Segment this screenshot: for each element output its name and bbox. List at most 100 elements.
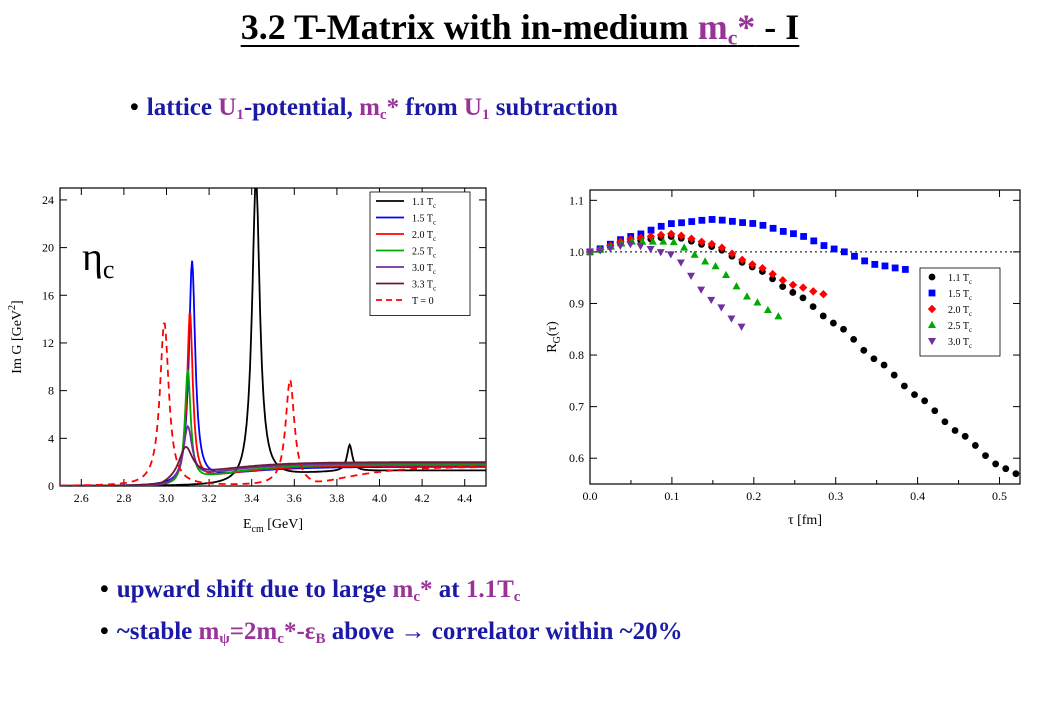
- x-tick-label: 0.5: [992, 489, 1007, 503]
- data-point: [809, 287, 818, 296]
- series-3: [586, 237, 783, 320]
- series-line-2: [60, 312, 486, 486]
- legend-label-main: 3.0 T: [948, 337, 969, 348]
- data-point: [1002, 465, 1010, 473]
- data-point: [840, 248, 848, 256]
- y-axis-label: RG(τ): [545, 321, 563, 353]
- data-point: [676, 259, 685, 267]
- data-point: [659, 237, 668, 245]
- curves-group: [60, 188, 486, 486]
- data-point: [697, 286, 706, 294]
- x-tick-label: 0.3: [828, 489, 843, 503]
- data-point: [820, 242, 828, 249]
- legend-box: [369, 191, 471, 316]
- x-tick-label: 3.6: [287, 491, 302, 505]
- data-point: [727, 315, 736, 323]
- legend-label: 1.5 Tc: [412, 214, 436, 227]
- series-line-6: [60, 322, 486, 486]
- spectral-function-chart: 2.6 2.8 3.0 3.2 3.4 3.6 3.8 4.0 4.2 4.4 0 4 8 12 16 20 2…: [4, 182, 490, 539]
- data-point: [931, 407, 939, 415]
- data-point: [881, 262, 889, 270]
- bullet-upward-shift: • upward shift due to large mc* at 1.1Tc: [100, 576, 521, 605]
- legend-label-main: 2.5 T: [412, 247, 433, 258]
- y-tick-label: 8: [48, 384, 54, 398]
- legend-label-main: 2.5 T: [948, 321, 969, 332]
- x-axis-label: τ [fm]: [788, 513, 822, 528]
- data-point: [616, 242, 625, 251]
- data-point: [788, 280, 798, 290]
- bullet-stable-mass: • ~stable mψ=2mc*-εB above → correlator w…: [100, 618, 683, 647]
- data-point: [636, 243, 645, 251]
- data-point: [656, 249, 665, 257]
- data-point: [678, 219, 685, 227]
- data-point: [763, 305, 772, 314]
- x-tick-label: 3.2: [202, 491, 217, 505]
- data-point: [921, 397, 929, 405]
- data-point: [927, 304, 937, 314]
- legend-label-main: 2.0 T: [412, 230, 433, 241]
- legend-label-sub: c: [969, 326, 972, 334]
- data-point: [657, 222, 665, 230]
- data-point: [871, 260, 879, 268]
- data-point: [687, 272, 696, 280]
- data-point: [749, 220, 757, 227]
- y-tick-label: 0.8: [569, 348, 584, 362]
- legend-label-main: 1.1 T: [948, 273, 969, 284]
- legend-label-sub: c: [433, 235, 436, 243]
- data-point: [911, 391, 918, 399]
- data-point: [779, 228, 787, 235]
- legend-label-sub: c: [969, 342, 972, 350]
- legend-label-sub: c: [969, 310, 972, 318]
- data-point: [742, 292, 751, 300]
- data-point: [606, 245, 615, 253]
- data-point: [637, 230, 645, 238]
- data-point: [829, 319, 837, 327]
- data-point: [586, 248, 594, 257]
- data-point: [769, 224, 777, 232]
- y-axis-label: Im G [GeV2]: [7, 300, 25, 373]
- legend-label-main: 3.0 T: [412, 263, 433, 274]
- data-point: [840, 325, 847, 333]
- data-point: [666, 251, 675, 259]
- y-axis-label-main: R: [545, 343, 560, 353]
- data-point: [707, 296, 716, 305]
- data-point: [698, 216, 706, 224]
- x-tick-label: 4.4: [457, 491, 472, 505]
- legend-label-main: T = 0: [412, 296, 434, 307]
- y-axis-label-close: ]: [10, 300, 25, 305]
- spectral-function-svg: 2.6 2.8 3.0 3.2 3.4 3.6 3.8 4.0 4.2 4.4 0 4 8 12 16 20 2…: [7, 187, 487, 535]
- data-point: [711, 262, 720, 270]
- legend-label: 2.5 Tc: [948, 321, 972, 334]
- y-tick-label: 12: [42, 336, 54, 350]
- data-point: [759, 221, 767, 229]
- x-axis-label-main: E: [243, 517, 252, 532]
- plot-frame: [59, 187, 487, 487]
- legend-label-sub: c: [433, 219, 436, 227]
- bullet-lattice: • lattice U1-potential, mc* from U1 subtr…: [130, 94, 618, 123]
- x-tick-label: 3.8: [329, 491, 344, 505]
- data-point: [971, 442, 979, 449]
- data-point: [596, 247, 605, 255]
- legend-label-sub: c: [433, 252, 436, 260]
- data-point: [982, 452, 989, 460]
- y-tick-label: 24: [42, 193, 54, 207]
- legend-label: 2.5 Tc: [412, 247, 436, 260]
- data-point: [690, 250, 699, 258]
- data-point: [790, 230, 797, 238]
- x-axis-label-sub: cm: [252, 524, 264, 535]
- data-point: [870, 355, 878, 363]
- data-point: [891, 264, 899, 272]
- legend-label: 3.0 Tc: [948, 337, 972, 350]
- data-point: [729, 217, 736, 225]
- data-point: [992, 460, 1000, 468]
- x-tick-label: 3.0: [159, 491, 174, 505]
- data-point: [928, 320, 936, 328]
- legend-label-sub: c: [433, 202, 436, 210]
- y-tick-label: 20: [42, 241, 54, 255]
- legend-label-main: 1.5 T: [948, 289, 969, 300]
- data-point: [900, 382, 908, 390]
- data-point: [819, 312, 827, 320]
- data-point: [789, 289, 797, 296]
- data-point: [850, 335, 858, 343]
- data-point: [928, 273, 936, 281]
